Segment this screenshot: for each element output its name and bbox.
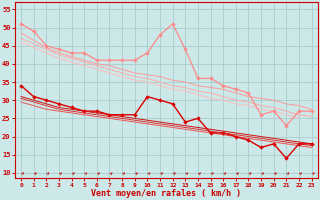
X-axis label: Vent moyen/en rafales ( km/h ): Vent moyen/en rafales ( km/h ) [91,189,241,198]
